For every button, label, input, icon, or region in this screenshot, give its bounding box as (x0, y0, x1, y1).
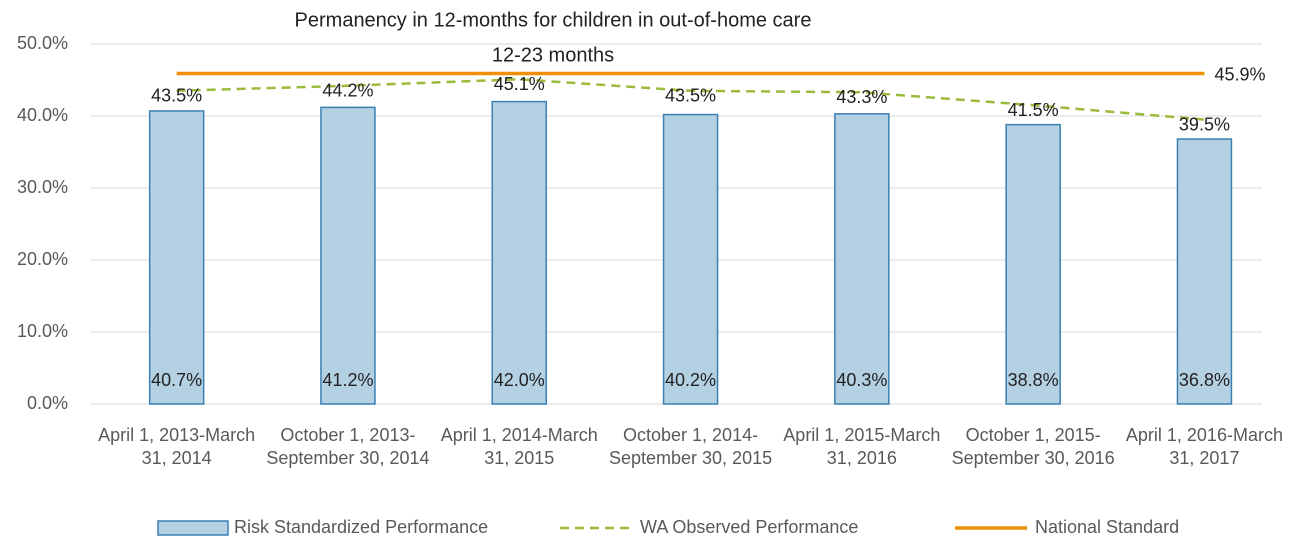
y-tick-label: 30.0% (17, 177, 68, 197)
chart-subtitle: 12-23 months (492, 44, 614, 66)
legend-label: WA Observed Performance (640, 517, 858, 537)
line (176, 78, 1205, 121)
y-tick-label: 20.0% (17, 249, 68, 269)
bar (148, 110, 205, 405)
bar (834, 113, 890, 405)
x-tick-label: April 1, 2013-March 31, 2014 (98, 425, 256, 468)
x-tick-label: April 1, 2015-March 31, 2016 (783, 425, 941, 468)
y-tick-label: 40.0% (17, 105, 68, 125)
x-tick-label: October 1, 2014-September 30, 2015 (608, 425, 773, 468)
line-value-label: 43.5% (665, 86, 716, 106)
line-value-label: 43.5% (151, 86, 202, 106)
x-tick-label: October 1, 2015-September 30, 2016 (951, 425, 1115, 468)
reference-value-label: 45.9% (1214, 64, 1265, 84)
line-value-label: 39.5% (1179, 114, 1230, 134)
bar (1176, 138, 1233, 405)
bar (491, 100, 547, 405)
bar-value-label: 41.2% (322, 370, 373, 390)
y-tick-label: 10.0% (17, 321, 68, 341)
bar (662, 113, 719, 405)
legend-swatch (157, 520, 229, 536)
bar-value-label: 40.7% (151, 370, 202, 390)
x-tick-label: April 1, 2016-March 31, 2017 (1125, 425, 1283, 468)
chart-title: Permanency in 12-months for children in … (295, 9, 812, 31)
legend-label: National Standard (1035, 517, 1179, 537)
bar (1005, 123, 1061, 405)
bar-value-label: 36.8% (1179, 370, 1230, 390)
bar-value-label: 40.2% (665, 370, 716, 390)
line-value-label: 44.2% (322, 81, 373, 101)
x-tick-label: April 1, 2014-March 31, 2015 (440, 425, 598, 468)
bar-value-label: 42.0% (494, 370, 545, 390)
line-value-label: 41.5% (1008, 100, 1059, 120)
line-value-label: 45.1% (494, 74, 545, 94)
y-tick-label: 0.0% (27, 393, 68, 413)
bar-value-label: 38.8% (1008, 370, 1059, 390)
x-tick-label: October 1, 2013-September 30, 2014 (266, 425, 430, 468)
bar (320, 106, 376, 405)
line-value-label: 43.3% (836, 87, 887, 107)
y-tick-label: 50.0% (17, 33, 68, 53)
legend-label: Risk Standardized Performance (234, 517, 488, 537)
bar-value-label: 40.3% (836, 370, 887, 390)
